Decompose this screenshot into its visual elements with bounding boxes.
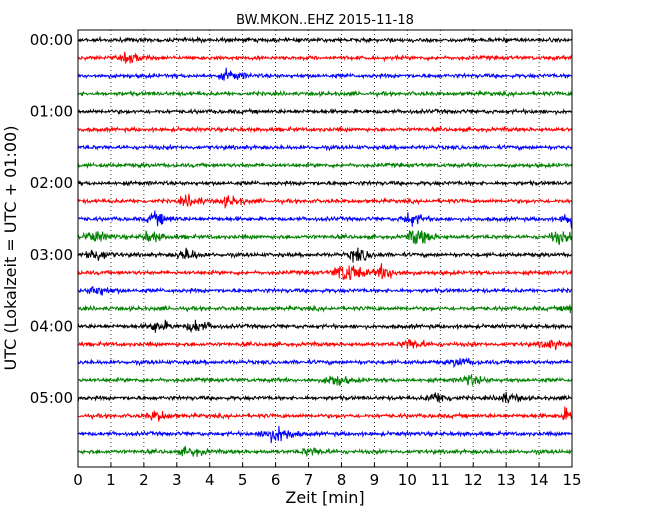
seismogram-trace (77, 285, 573, 296)
seismogram-trace (77, 210, 573, 229)
seismogram-trace (77, 35, 573, 44)
y-axis-label: UTC (Lokalzeit = UTC + 01:00) (1, 126, 20, 371)
plot-frame (77, 29, 573, 468)
seismogram-trace (77, 89, 573, 98)
x-tick-label: 9 (370, 471, 380, 489)
seismogram-trace (77, 107, 573, 116)
x-tick-label: 6 (271, 471, 281, 489)
seismogram-trace (77, 425, 573, 444)
x-tick-label: 1 (106, 471, 116, 489)
seismogram-trace (77, 406, 573, 422)
x-tick-label: 0 (73, 471, 83, 489)
y-axis-ticks: 00:00 01:00 02:00 03:00 04:00 05:00 (30, 31, 83, 407)
x-tick-label: 7 (304, 471, 314, 489)
x-axis-ticks: 0 1 2 3 4 5 6 7 8 9 10 11 12 13 14 15 (73, 463, 582, 489)
x-tick-label: 2 (139, 471, 149, 489)
seismogram-trace (77, 357, 573, 369)
y-tick-label: 04:00 (30, 317, 73, 335)
x-tick-label: 4 (205, 471, 215, 489)
x-tick-label: 3 (172, 471, 182, 489)
seismogram-trace (77, 193, 573, 209)
seismogram-trace (77, 67, 573, 81)
y-tick-label: 01:00 (30, 103, 73, 121)
seismogram-trace (77, 391, 573, 404)
x-tick-label: 15 (562, 471, 581, 489)
x-tick-label: 13 (497, 471, 516, 489)
seismogram-trace (77, 263, 573, 281)
y-tick-label: 02:00 (30, 174, 73, 192)
x-tick-label: 14 (530, 471, 549, 489)
seismogram-traces (77, 35, 573, 457)
seismogram-trace (77, 445, 573, 457)
seismogram-trace (77, 179, 573, 187)
x-axis-label: Zeit [min] (285, 488, 364, 507)
seismogram-trace (77, 247, 573, 263)
x-tick-label: 8 (337, 471, 347, 489)
seismogram-trace (77, 143, 573, 152)
seismogram-trace (77, 230, 573, 246)
seismogram-trace (77, 51, 573, 64)
seismogram-trace (77, 319, 573, 334)
minute-grid (110, 30, 540, 467)
y-tick-label: 03:00 (30, 246, 73, 264)
seismogram-trace (77, 125, 573, 134)
seismogram-trace (77, 374, 573, 387)
seismogram-trace (77, 338, 573, 351)
seismogram-trace (77, 161, 573, 170)
x-tick-label: 12 (464, 471, 483, 489)
x-tick-label: 5 (238, 471, 248, 489)
x-tick-label: 11 (431, 471, 450, 489)
seismogram-trace (77, 303, 573, 314)
y-tick-label: 05:00 (30, 389, 73, 407)
chart-title: BW.MKON..EHZ 2015-11-18 (236, 13, 414, 28)
x-tick-label: 10 (398, 471, 417, 489)
y-tick-label: 00:00 (30, 31, 73, 49)
